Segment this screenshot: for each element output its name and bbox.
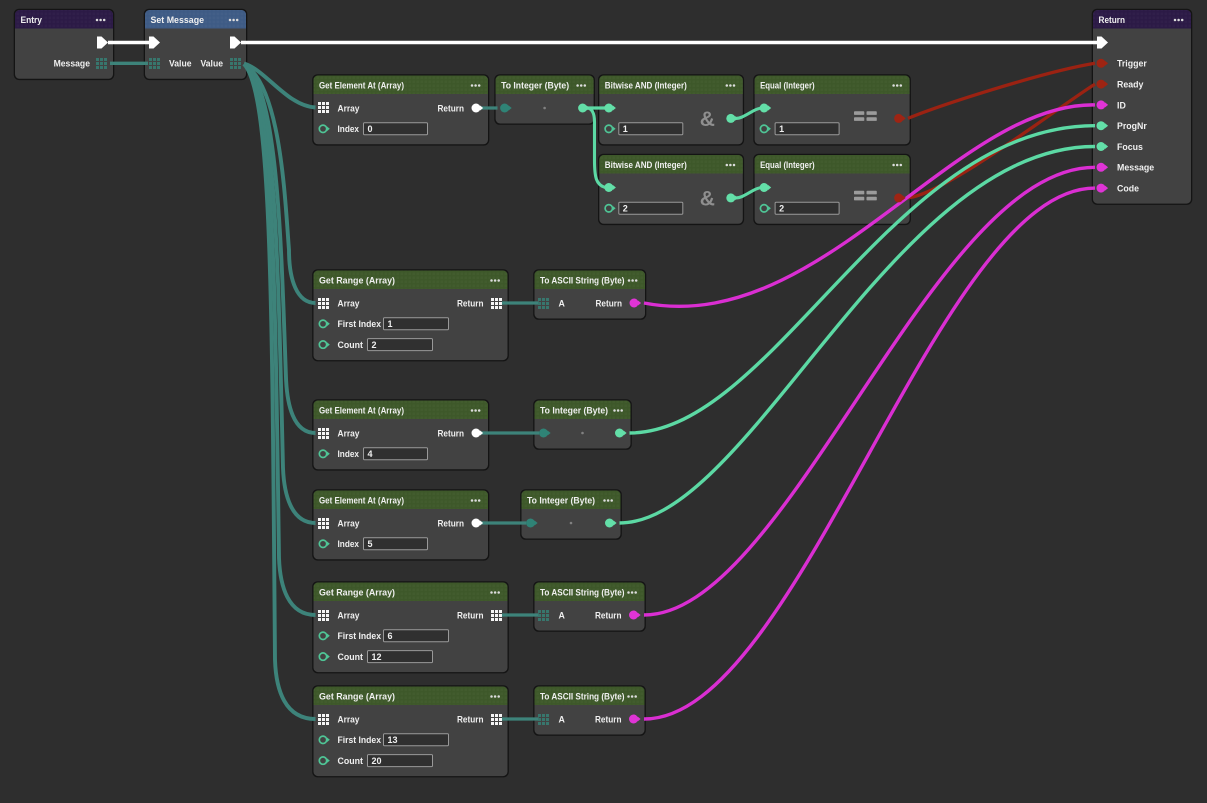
svg-text:Return: Return [457,714,484,724]
svg-text:Set Message: Set Message [151,15,205,25]
svg-text:Message: Message [1117,163,1154,173]
svg-text:13: 13 [388,735,398,745]
svg-text:First Index: First Index [338,319,382,329]
svg-text:1: 1 [779,124,784,134]
svg-text:Array: Array [338,298,360,308]
svg-text:To ASCII String (Byte): To ASCII String (Byte) [540,276,625,286]
svg-text:First Index: First Index [338,631,382,641]
svg-text:Message: Message [54,59,90,69]
svg-text:Return: Return [438,103,465,113]
svg-text:ProgNr: ProgNr [1117,121,1147,131]
svg-text:Array: Array [338,428,360,438]
svg-text:Ready: Ready [1117,80,1144,90]
svg-text:Trigger: Trigger [1117,59,1147,69]
svg-text:Return: Return [596,298,623,308]
svg-text:Return: Return [438,428,465,438]
svg-text:To ASCII String (Byte): To ASCII String (Byte) [540,588,625,598]
svg-text:20: 20 [372,756,382,766]
svg-text:Count: Count [338,340,363,350]
svg-text:Index: Index [338,124,360,134]
svg-text:To Integer (Byte): To Integer (Byte) [501,81,569,91]
svg-text:Array: Array [338,103,360,113]
svg-text:2: 2 [623,204,628,214]
svg-text:Return: Return [457,610,484,620]
svg-text:To Integer (Byte): To Integer (Byte) [527,496,595,506]
svg-text:6: 6 [388,631,393,641]
svg-text:Equal (Integer): Equal (Integer) [760,160,815,170]
svg-text:2: 2 [779,204,784,214]
svg-text:0: 0 [368,124,373,134]
svg-text:First Index: First Index [338,735,382,745]
svg-text:Get Element At (Array): Get Element At (Array) [319,406,404,416]
svg-text:Get Range (Array): Get Range (Array) [319,692,395,702]
svg-text:Code: Code [1117,184,1139,194]
svg-text:Array: Array [338,610,360,620]
svg-text:&: & [700,108,715,131]
svg-text:Equal (Integer): Equal (Integer) [760,81,815,91]
svg-text:Get Range (Array): Get Range (Array) [319,276,395,286]
svg-text:Return: Return [595,610,622,620]
svg-text:Index: Index [338,539,360,549]
svg-text:Return: Return [595,714,622,724]
svg-text:5: 5 [368,539,373,549]
svg-text:12: 12 [372,652,382,662]
svg-text:A: A [559,298,566,308]
svg-text:Focus: Focus [1117,142,1143,152]
svg-text:Value: Value [201,59,224,69]
svg-text:Return: Return [438,518,465,528]
svg-text:ID: ID [1117,100,1126,110]
svg-text:Bitwise AND (Integer): Bitwise AND (Integer) [605,160,687,170]
svg-text:1: 1 [623,124,628,134]
svg-text:1: 1 [388,319,393,329]
svg-text:A: A [559,610,566,620]
svg-text:Return: Return [457,298,484,308]
svg-text:Array: Array [338,714,360,724]
svg-text:Bitwise AND (Integer): Bitwise AND (Integer) [605,81,687,91]
svg-text:To ASCII String (Byte): To ASCII String (Byte) [540,692,625,702]
svg-text:&: & [700,187,715,210]
svg-text:A: A [559,714,566,724]
svg-text:Count: Count [338,756,363,766]
svg-text:To Integer (Byte): To Integer (Byte) [540,406,608,416]
svg-text:4: 4 [368,449,373,459]
svg-text:Entry: Entry [21,15,43,25]
svg-text:2: 2 [372,340,377,350]
svg-text:Index: Index [338,449,360,459]
svg-text:Array: Array [338,518,360,528]
svg-text:Return: Return [1099,15,1126,25]
svg-text:Get Element At (Array): Get Element At (Array) [319,496,404,506]
svg-text:Value: Value [169,59,192,69]
svg-text:Count: Count [338,652,363,662]
svg-text:Get Element At (Array): Get Element At (Array) [319,81,404,91]
svg-text:Get Range (Array): Get Range (Array) [319,588,395,598]
